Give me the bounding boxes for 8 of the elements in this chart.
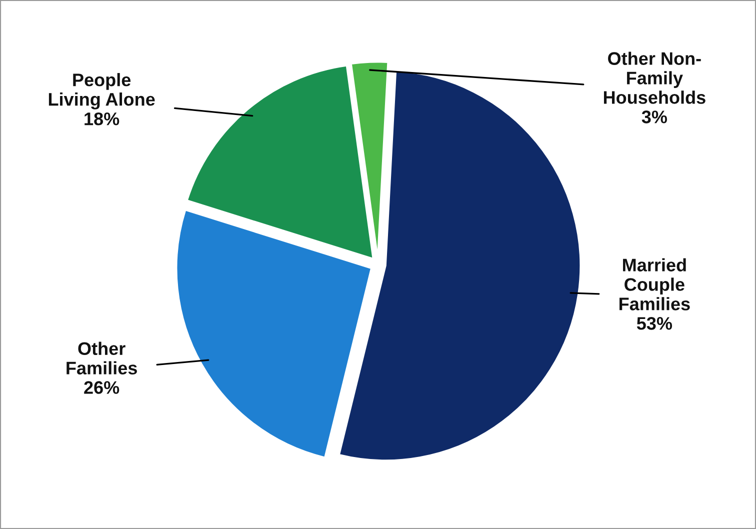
data-label: 53% — [636, 317, 672, 330]
slice-label: Other Non- Family Households — [604, 52, 706, 104]
data-label: 26% — [84, 381, 120, 394]
slice-label: Married Couple Families — [620, 258, 690, 310]
slice-label: People Living Alone — [48, 73, 155, 110]
data-label: 3% — [642, 110, 668, 124]
data-label: 18% — [84, 112, 120, 126]
slice-label: Other Families — [66, 342, 137, 374]
